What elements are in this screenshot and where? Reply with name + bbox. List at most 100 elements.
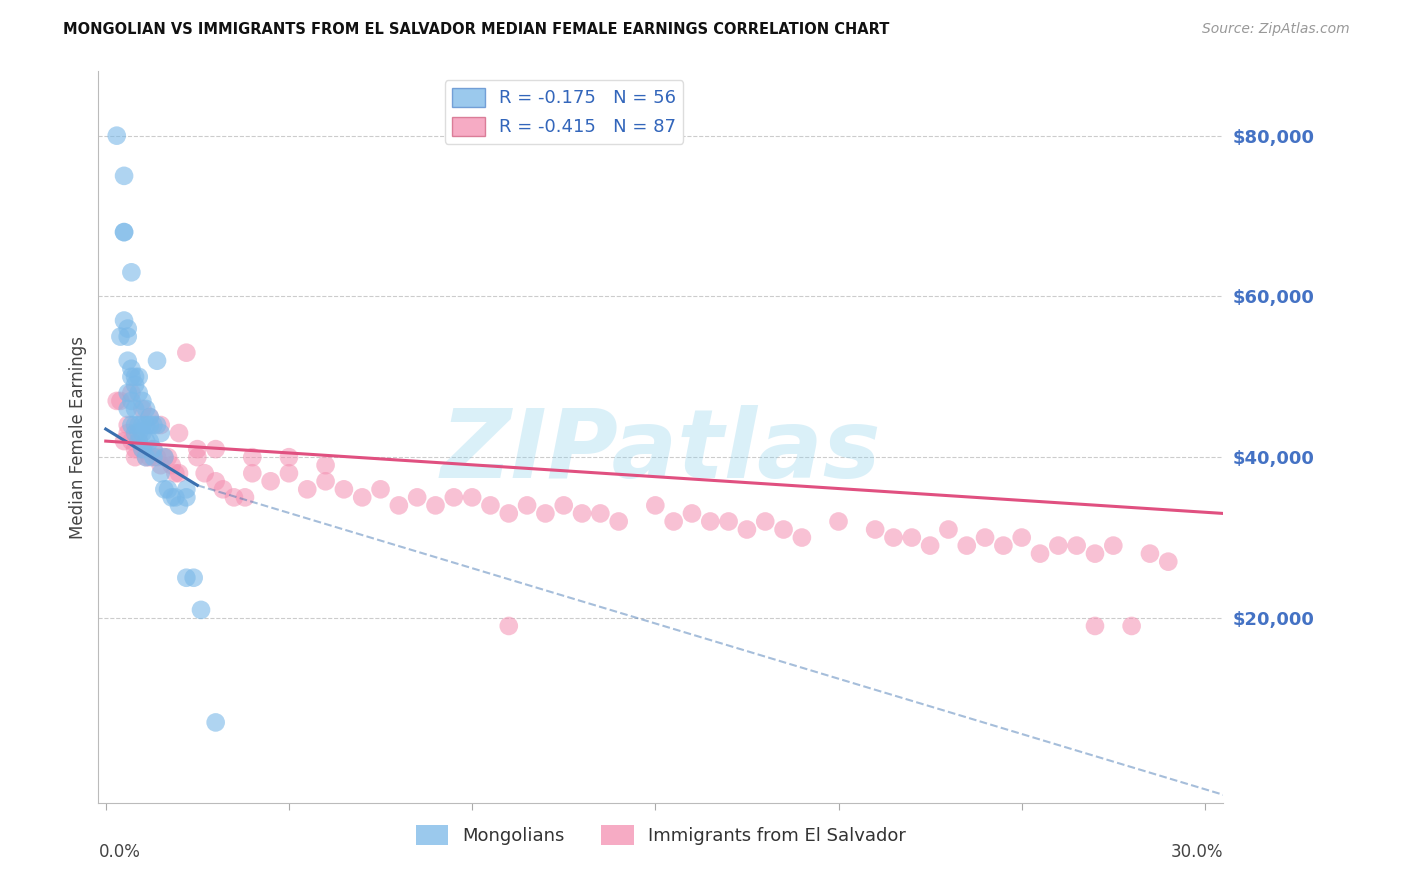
- Point: [128, 434, 150, 449]
- Point: [233, 491, 256, 505]
- Point: [112, 225, 135, 239]
- Y-axis label: Median Female Earnings: Median Female Earnings: [69, 335, 87, 539]
- Point: [112, 313, 135, 327]
- Point: [1139, 547, 1161, 561]
- Point: [167, 467, 190, 481]
- Point: [157, 450, 180, 465]
- Point: [370, 483, 392, 497]
- Point: [117, 401, 139, 416]
- Point: [135, 450, 157, 465]
- Point: [112, 434, 135, 449]
- Point: [498, 507, 520, 521]
- Point: [993, 539, 1015, 553]
- Point: [315, 458, 337, 473]
- Point: [124, 442, 146, 457]
- Point: [120, 361, 142, 376]
- Point: [443, 491, 465, 505]
- Point: [135, 434, 157, 449]
- Point: [1011, 531, 1033, 545]
- Point: [278, 450, 301, 465]
- Point: [204, 475, 226, 489]
- Point: [124, 377, 146, 392]
- Point: [827, 515, 849, 529]
- Point: [142, 450, 165, 465]
- Point: [128, 425, 150, 440]
- Point: [222, 491, 245, 505]
- Point: [117, 329, 139, 343]
- Point: [589, 507, 612, 521]
- Point: [146, 353, 169, 368]
- Point: [167, 425, 190, 440]
- Point: [204, 715, 226, 730]
- Text: Source: ZipAtlas.com: Source: ZipAtlas.com: [1202, 22, 1350, 37]
- Point: [176, 345, 198, 359]
- Point: [352, 491, 374, 505]
- Point: [190, 603, 212, 617]
- Point: [120, 417, 142, 432]
- Point: [425, 499, 447, 513]
- Point: [124, 450, 146, 465]
- Point: [754, 515, 776, 529]
- Point: [149, 467, 172, 481]
- Point: [1066, 539, 1088, 553]
- Point: [153, 450, 176, 465]
- Point: [131, 442, 153, 457]
- Point: [146, 417, 169, 432]
- Point: [131, 417, 153, 432]
- Point: [183, 571, 205, 585]
- Text: ZIPatlas: ZIPatlas: [440, 405, 882, 499]
- Point: [124, 401, 146, 416]
- Text: 0.0%: 0.0%: [98, 843, 141, 861]
- Point: [142, 442, 165, 457]
- Point: [176, 491, 198, 505]
- Point: [138, 417, 160, 432]
- Point: [1047, 539, 1070, 553]
- Point: [1121, 619, 1143, 633]
- Point: [124, 417, 146, 432]
- Point: [131, 393, 153, 408]
- Point: [240, 467, 263, 481]
- Point: [112, 225, 135, 239]
- Point: [1084, 547, 1107, 561]
- Point: [128, 434, 150, 449]
- Point: [165, 467, 187, 481]
- Point: [790, 531, 813, 545]
- Point: [406, 491, 429, 505]
- Point: [117, 321, 139, 335]
- Point: [160, 491, 183, 505]
- Point: [974, 531, 997, 545]
- Point: [516, 499, 538, 513]
- Point: [160, 458, 183, 473]
- Point: [176, 483, 198, 497]
- Point: [176, 571, 198, 585]
- Point: [194, 467, 217, 481]
- Point: [131, 442, 153, 457]
- Point: [681, 507, 703, 521]
- Point: [920, 539, 942, 553]
- Point: [607, 515, 630, 529]
- Point: [240, 450, 263, 465]
- Point: [662, 515, 685, 529]
- Point: [120, 385, 142, 400]
- Point: [212, 483, 235, 497]
- Point: [186, 442, 208, 457]
- Point: [553, 499, 575, 513]
- Point: [135, 401, 157, 416]
- Point: [153, 450, 176, 465]
- Point: [138, 450, 160, 465]
- Point: [167, 499, 190, 513]
- Point: [142, 442, 165, 457]
- Point: [278, 467, 301, 481]
- Point: [699, 515, 721, 529]
- Point: [128, 417, 150, 432]
- Point: [149, 458, 172, 473]
- Point: [315, 475, 337, 489]
- Point: [717, 515, 740, 529]
- Point: [534, 507, 557, 521]
- Point: [863, 523, 886, 537]
- Point: [157, 483, 180, 497]
- Point: [117, 353, 139, 368]
- Point: [1102, 539, 1125, 553]
- Point: [105, 128, 128, 143]
- Point: [120, 265, 142, 279]
